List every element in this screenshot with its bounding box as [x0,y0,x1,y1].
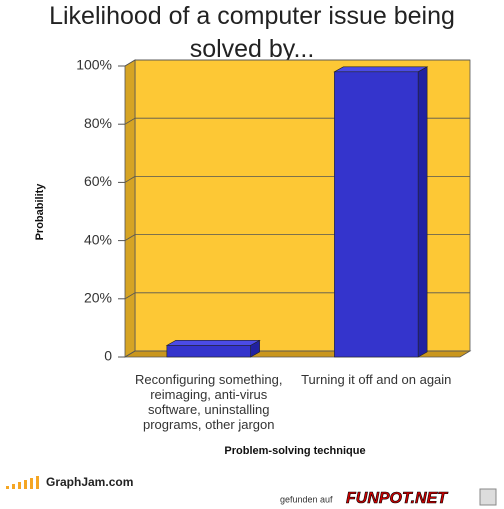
left-wall [124,59,136,358]
watermark-left: GraphJam.com [46,475,133,489]
grid-line [124,176,136,183]
bar-top [165,340,261,346]
bar-side [417,66,428,358]
x-tick-label: Reconfiguring something, reimaging, anti… [135,372,283,432]
bar [334,71,419,358]
y-axis-label: Probability [34,183,46,241]
x-axis-label: Problem-solving technique [224,445,365,457]
y-tick-label: 60% [84,173,112,189]
grid-line [124,117,136,125]
x-tick-label: Turning it off and on again [301,372,452,387]
grid-line [124,234,136,241]
y-tick-label: 100% [76,57,112,73]
watermark-prefix: gefunden auf [280,494,333,504]
y-tick-label: 40% [84,231,112,247]
grid-line [124,292,136,300]
y-tick-label: 80% [84,115,112,131]
watermark-right: FUNPOT.NET [346,490,448,507]
chart-title: Likelihood of a computer issue being sol… [49,2,455,63]
grid-line [124,59,136,67]
grid-line [124,350,136,358]
y-tick-label: 20% [84,290,112,306]
bar [166,345,251,358]
bar-top [333,66,429,73]
y-tick-label: 0 [104,348,112,364]
watermark-icon [479,488,497,506]
graphjam-logo [6,476,39,489]
